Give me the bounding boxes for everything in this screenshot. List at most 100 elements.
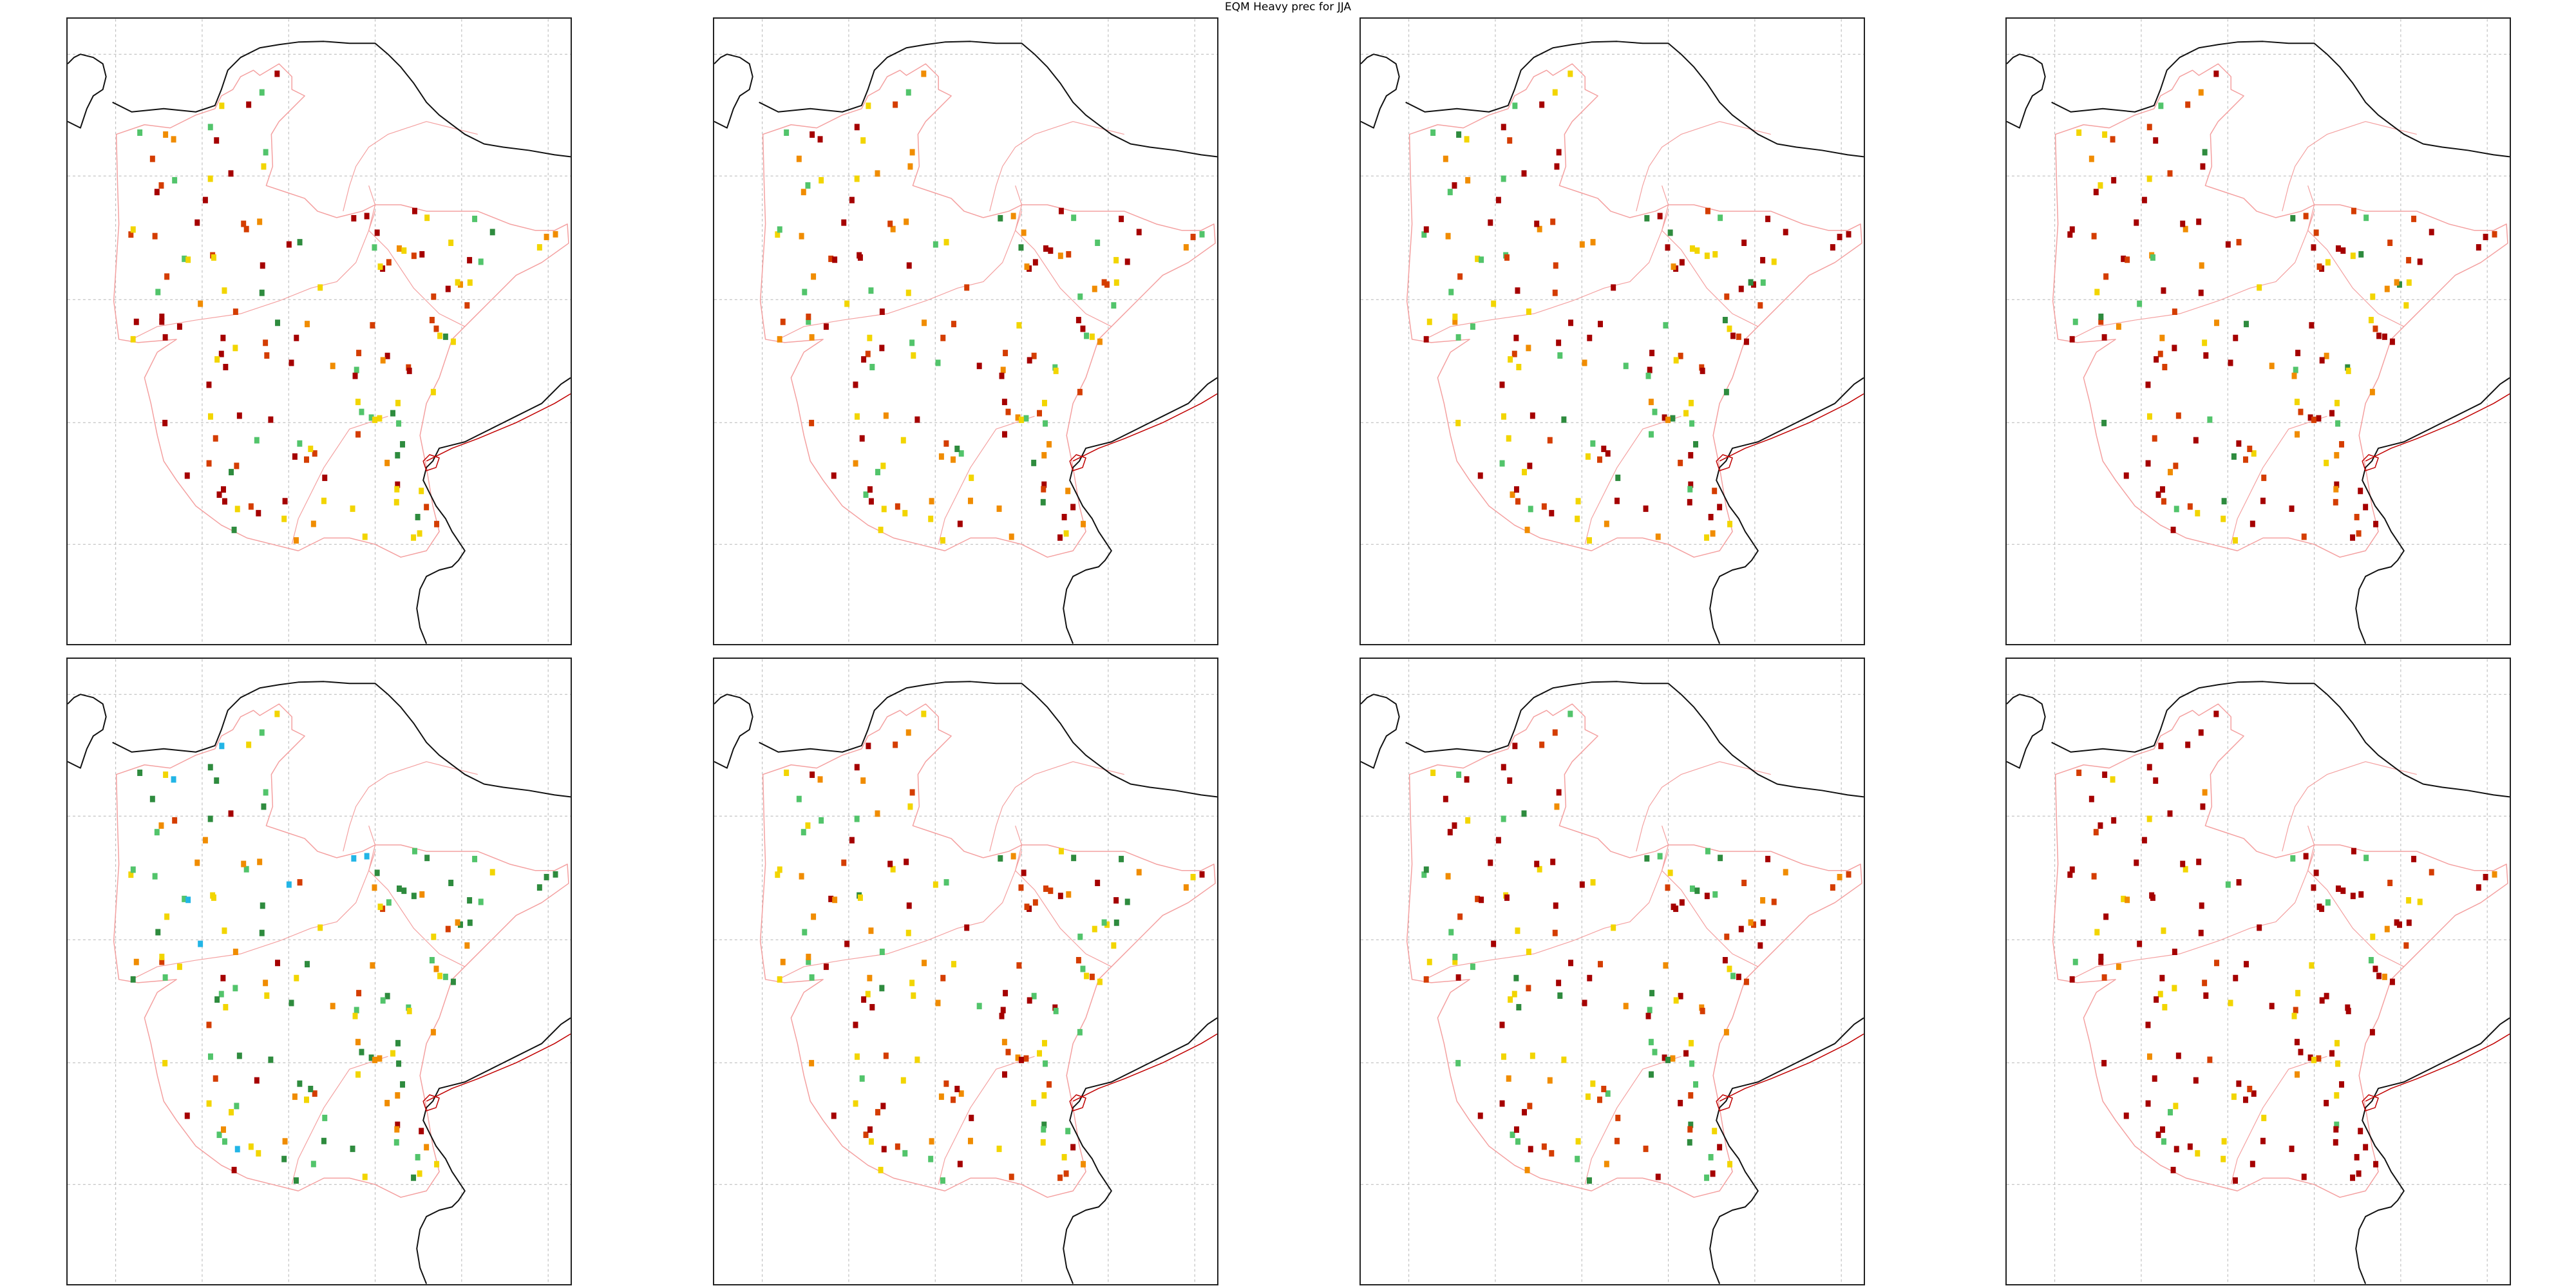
station-marker [1507, 137, 1513, 144]
station-marker [206, 381, 212, 388]
station-marker [2294, 1039, 2300, 1046]
station-marker [372, 884, 377, 891]
station-marker [1530, 1052, 1535, 1059]
station-marker [1512, 743, 1518, 750]
station-marker [1111, 942, 1117, 949]
station-marker [1018, 884, 1024, 891]
station-marker [282, 498, 288, 505]
station-marker [372, 416, 377, 423]
station-marker [1015, 1054, 1021, 1061]
station-marker [544, 873, 549, 880]
station-marker [2067, 871, 2073, 878]
station-marker [222, 1138, 227, 1145]
station-marker [2150, 894, 2155, 901]
station-marker [1705, 848, 1710, 855]
station-marker [222, 927, 227, 934]
station-marker [2492, 871, 2497, 878]
station-marker [246, 741, 252, 748]
station-marker [2207, 416, 2213, 423]
station-marker [467, 279, 473, 286]
station-marker [1423, 866, 1429, 873]
station-marker [2121, 255, 2126, 262]
station-marker [1557, 992, 1563, 999]
station-marker [1464, 136, 1470, 143]
station-marker [1005, 1048, 1011, 1056]
station-marker [2311, 244, 2316, 251]
station-marker [1587, 974, 1593, 981]
station-marker [1688, 1039, 1694, 1046]
province-border [1425, 211, 1669, 340]
station-marker [866, 102, 871, 109]
station-marker [1506, 1075, 1511, 1082]
station-marker [938, 1093, 944, 1100]
station-marker [254, 1077, 260, 1084]
station-marker [1452, 953, 1458, 960]
station-marker [214, 777, 220, 784]
station-marker [1539, 101, 1545, 108]
station-marker [1590, 440, 1596, 447]
station-marker [2155, 1132, 2161, 1139]
station-marker [999, 1012, 1005, 1019]
station-marker [1547, 1077, 1553, 1084]
station-marker [206, 1021, 212, 1028]
station-marker [998, 855, 1003, 862]
station-marker [257, 858, 263, 866]
station-marker [1095, 880, 1101, 886]
station-marker [2225, 241, 2231, 248]
station-marker [164, 273, 170, 280]
station-marker [859, 1075, 865, 1082]
province-border [1662, 230, 1759, 327]
station-marker [220, 1126, 226, 1133]
station-marker [1727, 325, 1732, 332]
station-marker [536, 244, 542, 251]
station-marker [869, 1004, 875, 1010]
station-marker [2333, 1139, 2338, 1146]
station-marker [374, 869, 380, 876]
station-marker [182, 895, 187, 902]
station-marker [2291, 372, 2297, 379]
station-marker [1043, 1060, 1048, 1067]
station-marker [869, 364, 875, 370]
station-marker [256, 1150, 261, 1157]
station-marker [1724, 933, 1730, 940]
station-marker [457, 921, 463, 928]
coastline [1361, 53, 1400, 129]
province-border [2307, 185, 2315, 231]
station-marker [1623, 363, 1629, 370]
station-marker [828, 255, 834, 262]
lagoon-outline [422, 454, 440, 471]
station-marker [1515, 1138, 1520, 1145]
station-marker [419, 488, 424, 495]
coastline [1063, 1017, 1217, 1284]
station-marker [2161, 927, 2166, 934]
station-marker [1031, 1099, 1037, 1106]
station-marker [2146, 413, 2152, 420]
station-marker [1541, 1143, 1547, 1150]
station-marker [1553, 262, 1558, 269]
station-marker [1063, 530, 1069, 537]
station-marker [2154, 996, 2159, 1003]
station-marker [1040, 498, 1046, 506]
station-marker [214, 996, 220, 1003]
station-marker [2476, 884, 2481, 891]
station-marker [1488, 219, 1493, 226]
station-marker [2172, 345, 2177, 352]
station-marker [2411, 215, 2417, 222]
station-marker [1846, 871, 1852, 878]
station-marker [2316, 904, 2322, 911]
station-marker [1527, 1103, 1533, 1110]
station-marker [2175, 1052, 2181, 1059]
station-marker [1097, 338, 1103, 345]
station-marker [1053, 367, 1059, 374]
station-marker [2168, 1109, 2173, 1116]
station-marker [1549, 1150, 1555, 1157]
station-marker [400, 440, 406, 448]
station-marker [1501, 815, 1506, 822]
station-marker [2159, 486, 2165, 493]
station-marker [1183, 884, 1189, 891]
station-marker [2345, 1004, 2351, 1011]
station-marker [2203, 992, 2209, 999]
station-marker [158, 822, 164, 829]
lagoon-outline [2362, 454, 2379, 471]
station-marker [868, 1138, 874, 1145]
